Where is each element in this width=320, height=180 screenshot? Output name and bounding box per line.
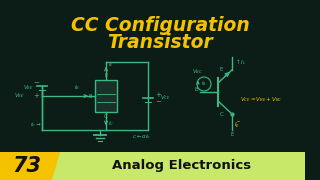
Text: 73: 73 [12,156,42,176]
Text: $-$: $-$ [33,78,41,84]
Text: B: B [194,87,198,91]
Text: B: B [88,93,92,98]
Text: $-$: $-$ [155,97,162,103]
Text: $V_{CE}$: $V_{CE}$ [160,94,171,102]
Polygon shape [52,152,305,180]
Text: $I_E$: $I_E$ [108,60,114,69]
Text: $I_B$: $I_B$ [74,83,80,92]
Text: $+$: $+$ [33,91,41,100]
Text: CC Configuration: CC Configuration [71,15,249,35]
Text: $I_C$: $I_C$ [108,120,114,129]
Text: $I_E^-$: $I_E^-$ [234,120,242,130]
Text: $I_B$: $I_B$ [201,80,207,88]
Text: C: C [220,112,224,117]
Text: E: E [104,73,108,78]
Polygon shape [0,152,63,180]
Text: E: E [230,132,234,137]
Text: $+$: $+$ [155,89,162,98]
Text: E: E [220,67,223,72]
Text: $\uparrow I_L$: $\uparrow I_L$ [234,57,246,67]
Text: Analog Electronics: Analog Electronics [112,159,252,172]
Text: $V_{BC}$: $V_{BC}$ [192,68,204,76]
Text: $V_{CE}=V_{BE}+V_{BC}$: $V_{CE}=V_{BE}+V_{BC}$ [240,96,283,104]
Text: C: C [104,114,108,119]
Text: $V_{BE}$: $V_{BE}$ [14,92,25,100]
Text: $V_{BE}$: $V_{BE}$ [23,84,33,93]
Text: $i_b\rightarrow$: $i_b\rightarrow$ [30,121,42,129]
Bar [95,80,117,112]
Text: $c\leftarrow\alpha i_b$: $c\leftarrow\alpha i_b$ [132,132,151,141]
Text: Transistor: Transistor [107,33,213,51]
